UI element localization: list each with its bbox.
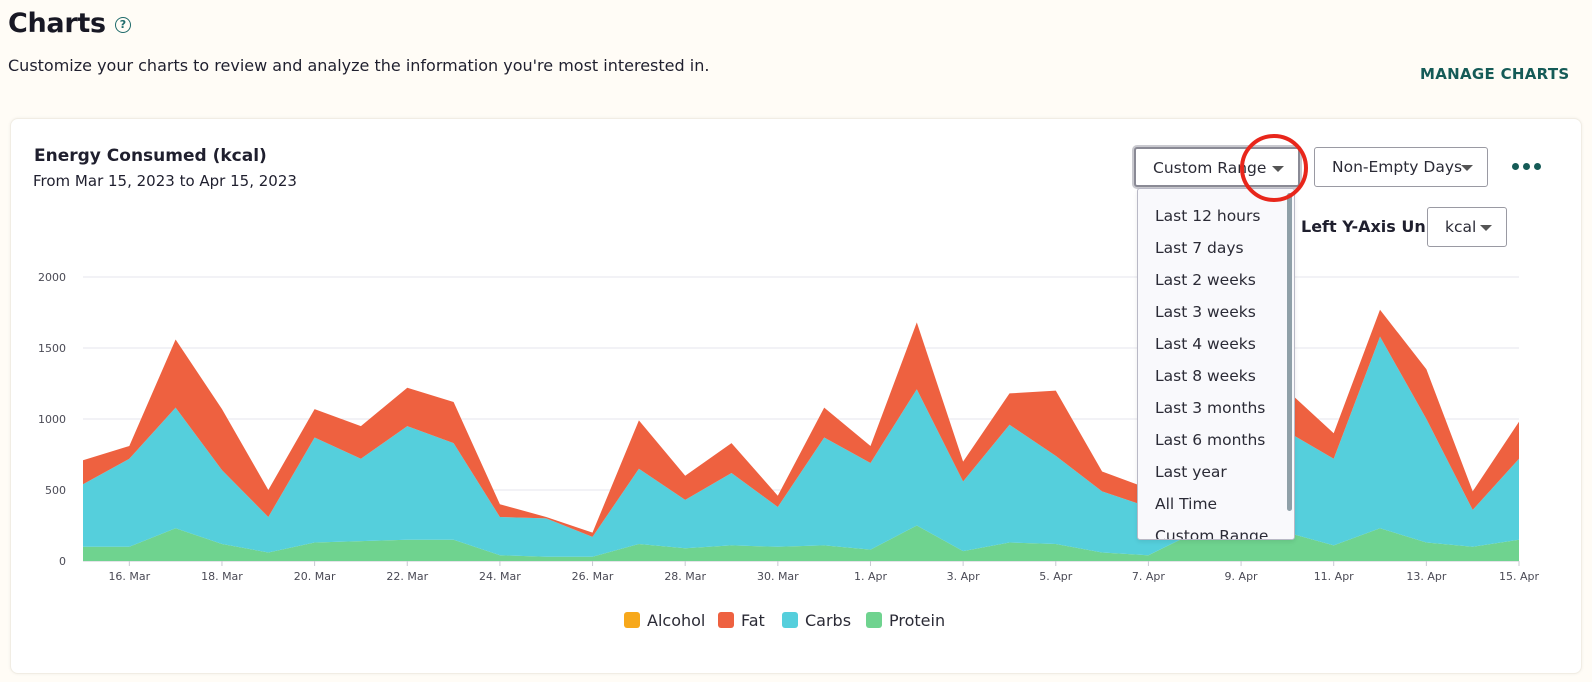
dropdown-option[interactable]: Last 6 months: [1155, 431, 1266, 449]
chart-date-range: From Mar 15, 2023 to Apr 15, 2023: [33, 172, 297, 190]
x-tick-label: 16. Mar: [108, 570, 150, 583]
y-axis-unit-value: kcal: [1445, 218, 1477, 236]
dropdown-option[interactable]: Last 3 months: [1155, 399, 1266, 417]
y-tick-label: 1500: [38, 342, 66, 355]
x-tick-label: 24. Mar: [479, 570, 521, 583]
x-tick-label: 3. Apr: [947, 570, 980, 583]
legend-label: Protein: [889, 611, 946, 630]
legend-swatch: [782, 612, 798, 628]
dropdown-option[interactable]: All Time: [1155, 495, 1218, 513]
page-title: Charts: [8, 8, 106, 39]
dropdown-option[interactable]: Last year: [1155, 463, 1227, 481]
time-range-select[interactable]: Custom Range: [1134, 147, 1300, 187]
legend-label: Carbs: [805, 611, 852, 630]
days-filter-select[interactable]: Non-Empty Days: [1314, 147, 1488, 187]
legend-swatch: [866, 612, 882, 628]
dropdown-option[interactable]: Last 7 days: [1155, 239, 1244, 257]
y-axis-unit-select[interactable]: kcal: [1427, 207, 1507, 247]
y-tick-label: 0: [59, 555, 66, 568]
x-tick-label: 9. Apr: [1225, 570, 1258, 583]
x-tick-label: 26. Mar: [572, 570, 614, 583]
chart-card: [10, 118, 1582, 674]
x-tick-label: 28. Mar: [664, 570, 706, 583]
y-tick-label: 500: [45, 484, 66, 497]
manage-charts-button[interactable]: MANAGE CHARTS: [1420, 65, 1570, 83]
y-tick-label: 2000: [38, 271, 66, 284]
area-protein: [83, 525, 1519, 561]
x-tick-label: 22. Mar: [386, 570, 428, 583]
dropdown-scrollbar[interactable]: [1287, 193, 1292, 511]
question-circle-icon[interactable]: ?: [115, 17, 131, 33]
x-tick-label: 15. Apr: [1499, 570, 1539, 583]
dropdown-option[interactable]: Last 3 weeks: [1155, 303, 1256, 321]
caret-down-icon: [1480, 225, 1492, 231]
legend-label: Alcohol: [647, 611, 706, 630]
dropdown-option[interactable]: Custom Range: [1155, 527, 1269, 540]
time-range-value: Custom Range: [1153, 159, 1267, 177]
caret-down-icon: [1461, 165, 1473, 171]
x-tick-label: 30. Mar: [757, 570, 799, 583]
x-tick-label: 7. Apr: [1132, 570, 1165, 583]
x-tick-label: 20. Mar: [294, 570, 336, 583]
page-subtitle: Customize your charts to review and anal…: [8, 56, 710, 75]
chart-legend: Alcohol Fat Carbs Protein: [0, 611, 1592, 633]
legend-swatch: [624, 612, 640, 628]
days-filter-value: Non-Empty Days: [1332, 158, 1463, 176]
time-range-dropdown: Last 12 hours Last 7 days Last 2 weeks Last…: [1137, 188, 1295, 540]
dropdown-option[interactable]: Last 4 weeks: [1155, 335, 1256, 353]
x-tick-label: 11. Apr: [1314, 570, 1354, 583]
x-tick-label: 13. Apr: [1406, 570, 1446, 583]
y-tick-label: 1000: [38, 413, 66, 426]
left-y-axis-unit-label: Left Y-Axis Unit: [1301, 217, 1439, 236]
dropdown-option[interactable]: Last 2 weeks: [1155, 271, 1256, 289]
more-horizontal-icon[interactable]: [1512, 163, 1542, 171]
legend-swatch: [718, 612, 734, 628]
dropdown-option[interactable]: Last 8 weeks: [1155, 367, 1256, 385]
x-tick-label: 5. Apr: [1039, 570, 1072, 583]
chart-title: Energy Consumed (kcal): [34, 146, 267, 166]
x-tick-label: 18. Mar: [201, 570, 243, 583]
caret-down-icon: [1272, 166, 1284, 172]
dropdown-option[interactable]: Last 12 hours: [1155, 207, 1261, 225]
legend-label: Fat: [741, 611, 765, 630]
x-tick-label: 1. Apr: [854, 570, 887, 583]
